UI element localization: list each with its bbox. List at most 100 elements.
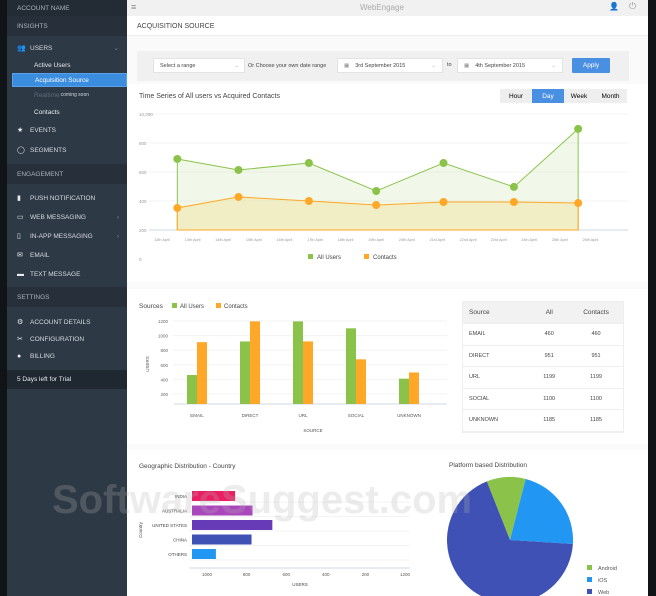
user-icon[interactable]: 👤 (609, 2, 619, 11)
legend-swatch (216, 303, 221, 308)
data-point (439, 198, 448, 207)
sidebar-item-email[interactable]: ✉ EMAIL (7, 247, 127, 263)
label: CONFIGURATION (30, 335, 85, 343)
x-tick-label: 19th April (368, 238, 384, 242)
legend-label: Android (598, 566, 617, 572)
tab-day[interactable]: Day (532, 89, 564, 103)
apply-button[interactable]: Apply (572, 58, 610, 73)
x-tick-label: 21st April (430, 238, 446, 242)
star-icon: ★ (17, 127, 24, 134)
coming-soon-badge: coming soon (60, 92, 90, 98)
date-filter-bar: Select a range ⌄ Or Choose your own date … (137, 51, 629, 81)
x-tick-label: 26th April (582, 238, 598, 242)
sidebar-item-users[interactable]: 👥 USERS ⌄ (7, 40, 127, 56)
page-title: ACQUISITION SOURCE (137, 23, 215, 30)
geo-title: Geographic Distribution - Country (139, 463, 236, 470)
to-date: 4th September 2015 (475, 62, 526, 69)
sidebar-item-events[interactable]: ★ EVENTS (7, 122, 127, 138)
label: SEGMENTS (30, 146, 67, 154)
table-cell: 1199 (563, 366, 623, 389)
sidebar-item-web-messaging[interactable]: ▭ WEB MESSAGING › (7, 209, 127, 225)
gear-icon: ⚙ (17, 319, 24, 326)
label: Realtime (34, 91, 60, 99)
table-row: EMAIL 460 460 (463, 323, 623, 346)
tab-week[interactable]: Week (570, 92, 588, 100)
x-tick-label: 22nd April (460, 238, 477, 242)
timeseries-card: Time Series of All users vs Acquired Con… (127, 84, 648, 282)
table-cell: URL (463, 366, 530, 389)
from-date-field[interactable]: ▦ 3rd September 2015 ⌄ (337, 58, 443, 73)
bar-Contacts (356, 359, 366, 404)
dollar-icon: ● (17, 352, 22, 360)
account-name[interactable]: ACCOUNT NAME (7, 0, 127, 16)
bar-All Users (293, 321, 303, 404)
x-tick-label: 12th April (154, 238, 170, 242)
sources-title: Sources (139, 303, 164, 310)
sidebar-item-acquisition-source[interactable]: Acquisition Source (12, 73, 127, 87)
chevron-down-icon: ⌄ (431, 62, 436, 69)
legend-label: Contacts (224, 304, 248, 310)
y-tick-label: 200 (139, 228, 147, 233)
table-row: DIRECT 951 951 (463, 345, 623, 367)
label: IN-APP MESSAGING (30, 232, 93, 240)
chevron-down-icon: ⌄ (113, 45, 119, 52)
table-cell: 460 (563, 323, 623, 346)
trial-notice[interactable]: 5 Days left for Trial (7, 370, 127, 389)
data-point (173, 203, 182, 212)
legend-label: All Users (180, 304, 204, 310)
range-select[interactable]: Select a range ⌄ (153, 58, 245, 73)
sidebar-item-in-app[interactable]: ▯ IN-APP MESSAGING › (7, 228, 127, 244)
y-tick-label: INDIA (175, 494, 187, 499)
push-icon: ▮ (17, 195, 21, 202)
sidebar-item-push[interactable]: ▮ PUSH NOTIFICATION (7, 190, 127, 206)
sidebar-item-segments[interactable]: ◯ SEGMENTS (7, 142, 127, 158)
or-label: Or Choose your own date range (248, 63, 327, 69)
bar-CHINA (192, 534, 252, 545)
table-row: SOCIAL 1100 1100 (463, 388, 623, 410)
sidebar-item-text-message[interactable]: ▬ TEXT MESSAGE (7, 266, 127, 282)
tab-month[interactable]: Month (601, 92, 620, 100)
data-point (574, 124, 583, 133)
power-icon[interactable]: ⏻ (629, 1, 637, 11)
pie-slice-iOS (510, 478, 573, 544)
chevron-right-icon: › (116, 232, 119, 240)
sidebar-item-configuration[interactable]: ✂ CONFIGURATION (7, 331, 127, 347)
timeseries-title: Time Series of All users vs Acquired Con… (139, 93, 280, 100)
bar-INDIA (192, 491, 236, 501)
table-cell: 1199 (529, 366, 564, 389)
x-tick-label: 15th April (246, 238, 262, 242)
y-tick-label: 600 (139, 170, 147, 175)
x-tick-label: EMAIL (190, 413, 204, 418)
to-date-field[interactable]: ▦ 4th September 2015 ⌄ (457, 58, 563, 73)
x-tick-label: 17th April (307, 238, 323, 242)
y-tick-label: OTHERS (168, 552, 187, 557)
x-axis-title: SOURCE (303, 428, 322, 433)
table-cell: DIRECT (463, 345, 530, 367)
sidebar-item-contacts[interactable]: Contacts (34, 108, 60, 116)
table-cell: SOCIAL (463, 388, 530, 410)
page-header: ACQUISITION SOURCE (127, 16, 648, 36)
legend-label: iOS (598, 578, 608, 584)
tab-hour[interactable]: Hour (508, 92, 524, 100)
x-tick-label: 200 (362, 572, 370, 577)
x-tick-label: 14th April (215, 238, 231, 242)
sidebar-item-account-details[interactable]: ⚙ ACCOUNT DETAILS (7, 314, 127, 330)
label: EVENTS (30, 126, 57, 134)
geo-chart: Geographic Distribution - Country INDIA AU… (138, 463, 411, 587)
label: TEXT MESSAGE (30, 270, 81, 278)
y-axis-title: USERS (145, 356, 150, 372)
x-tick-label: 23rd April (491, 238, 507, 242)
x-tick-label: 25th April (552, 238, 568, 242)
from-date: 3rd September 2015 (355, 62, 406, 69)
data-point (234, 192, 243, 201)
hamburger-menu-icon[interactable]: ≡ (131, 2, 137, 12)
sources-table: Source All Contacts EMAIL 460 460 DIRECT 951… (462, 301, 624, 433)
chevron-down-icon: ⌄ (234, 62, 239, 69)
brand-logo: WebEngage (360, 3, 404, 12)
sidebar-item-active-users[interactable]: Active Users (34, 61, 71, 69)
x-tick-label: URL (298, 413, 307, 418)
sidebar-item-billing[interactable]: ● BILLING (7, 348, 127, 364)
data-point (304, 197, 313, 205)
data-point (304, 159, 313, 168)
bar-All Users (399, 378, 409, 404)
